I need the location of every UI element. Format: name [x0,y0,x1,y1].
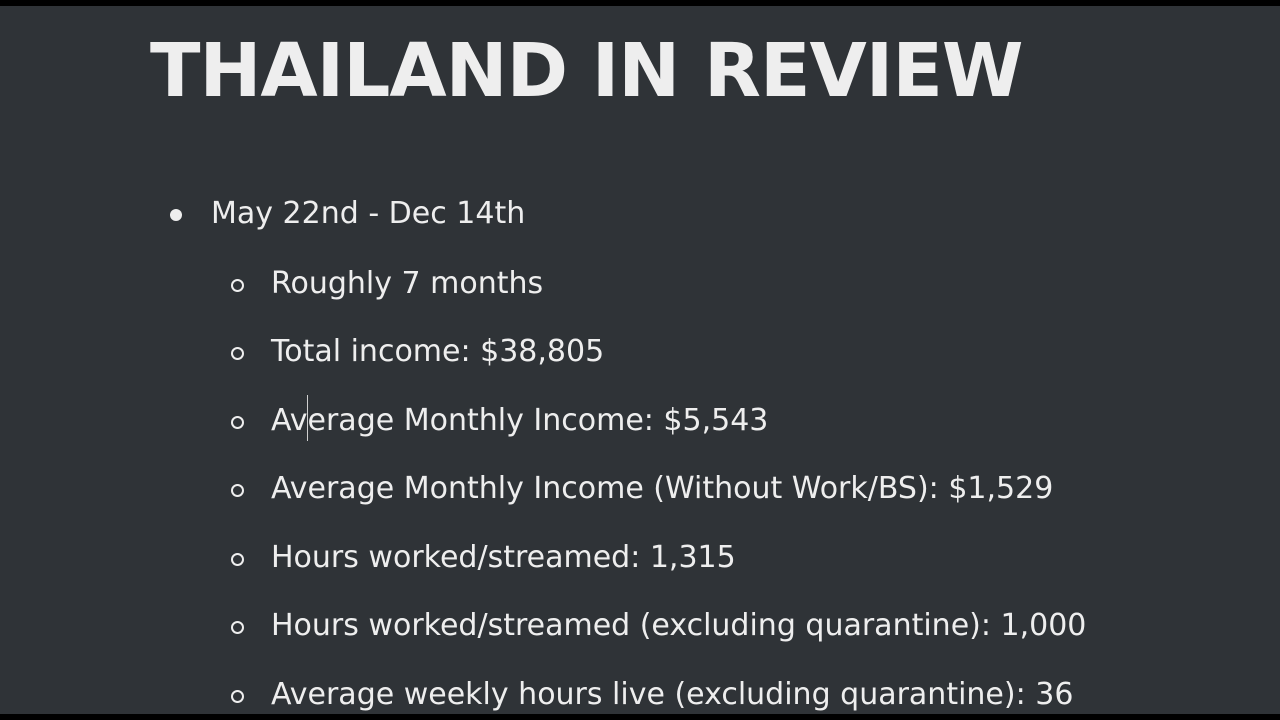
hollow-circle-bullet-icon [231,484,244,497]
hollow-circle-bullet-icon [231,621,244,634]
page-title: THAILAND IN REVIEW [150,28,1023,114]
hollow-circle-bullet-icon [231,553,244,566]
document-page: THAILAND IN REVIEW May 22nd - Dec 14th R… [0,6,1280,714]
hollow-circle-bullet-icon [231,279,244,292]
list-item-duration: Roughly 7 months [271,266,544,301]
text-cursor [307,395,308,441]
list-item-average-weekly-hours: Average weekly hours live (excluding qua… [271,677,1074,712]
list-item-average-monthly-income-without-work: Average Monthly Income (Without Work/BS)… [271,471,1054,506]
list-item-hours-worked-excluding-quarantine: Hours worked/streamed (excluding quarant… [271,608,1087,643]
list-item-hours-worked: Hours worked/streamed: 1,315 [271,540,736,575]
hollow-circle-bullet-icon [231,416,244,429]
filled-circle-bullet-icon [170,209,182,221]
hollow-circle-bullet-icon [231,347,244,360]
list-item-total-income: Total income: $38,805 [271,334,605,369]
list-item-average-monthly-income: Average Monthly Income: $5,543 [271,403,769,438]
hollow-circle-bullet-icon [231,690,244,703]
list-item-date-range: May 22nd - Dec 14th [211,196,526,231]
